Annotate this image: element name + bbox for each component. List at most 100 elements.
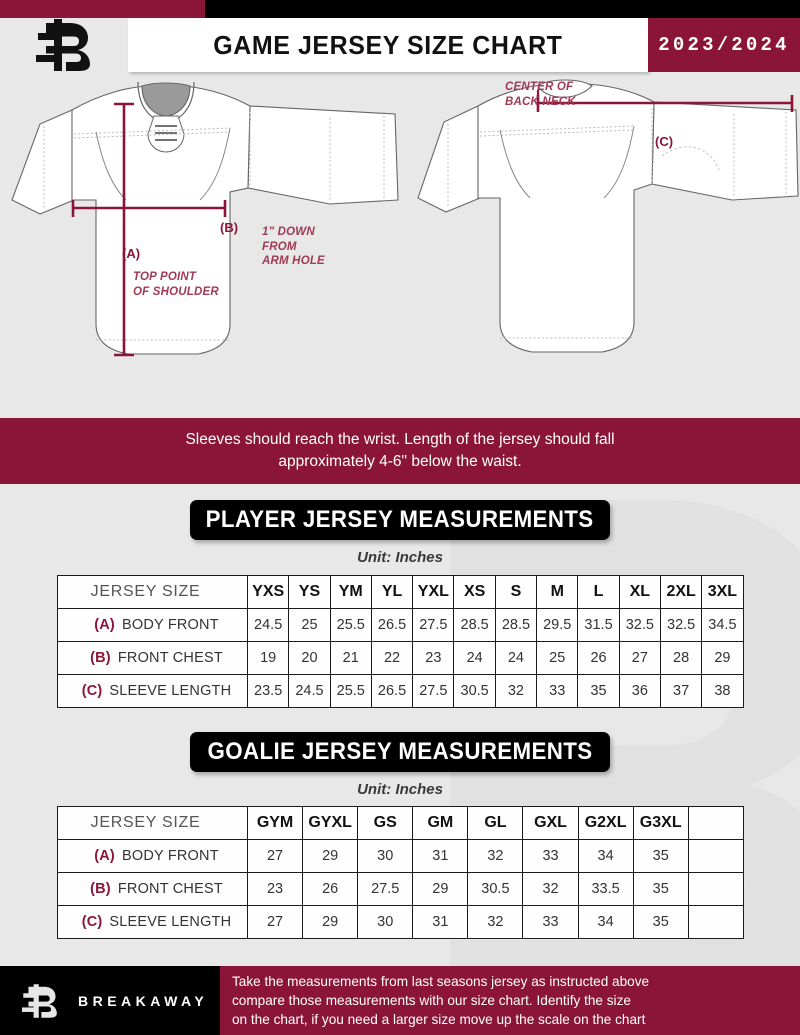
measurement-value-cell: 31 bbox=[412, 839, 469, 873]
measurement-value-cell: 32.5 bbox=[659, 608, 703, 642]
measurement-row-label: (A) BODY FRONT bbox=[57, 608, 248, 642]
measurement-value-cell: 32 bbox=[522, 872, 579, 906]
goalie-section-heading: GOALIE JERSEY MEASUREMENTS bbox=[190, 732, 610, 772]
measurement-value-cell: 32 bbox=[467, 905, 524, 939]
size-column-header-gl: GL bbox=[467, 806, 524, 840]
measurement-value-cell: 29 bbox=[412, 872, 469, 906]
note-line-1: TOP POINT bbox=[133, 271, 197, 283]
measurement-value-cell: 30.5 bbox=[467, 872, 524, 906]
table-row: (A) BODY FRONT 24.5 25 25.5 26.5 27.5 28.5 28.5 2… bbox=[57, 608, 744, 642]
footer-brand: BREAKAWAY bbox=[0, 966, 220, 1035]
measurement-value-cell: 26.5 bbox=[370, 674, 414, 708]
instruction-banner: Sleeves should reach the wrist. Length o… bbox=[0, 418, 800, 484]
measurement-value-cell: 37 bbox=[659, 674, 703, 708]
measurement-value-cell: 19 bbox=[246, 641, 290, 675]
note-top-point-of-shoulder: TOP POINT OF SHOULDER bbox=[133, 270, 219, 299]
measurement-value-cell: 23 bbox=[246, 872, 304, 906]
measurement-value-cell: 35 bbox=[632, 905, 689, 939]
table-row: (B) FRONT CHEST 19 20 21 22 23 24 24 25 26 27 28 29 bbox=[57, 641, 744, 675]
measurement-value-cell: 38 bbox=[701, 674, 744, 708]
measurement-name: BODY FRONT bbox=[121, 617, 219, 633]
goalie-measurements-table-wrap: JERSEY SIZE GYM GYXL GS GM GL GXL G2XL G3XL (A) BO… bbox=[57, 806, 744, 939]
footer-line-2: compare those measurements with our size… bbox=[232, 992, 631, 1008]
player-unit-label: Unit: Inches bbox=[357, 549, 443, 566]
page-title: GAME JERSEY SIZE CHART bbox=[213, 29, 563, 60]
player-section-heading: PLAYER JERSEY MEASUREMENTS bbox=[190, 500, 610, 540]
goalie-measurements-table: JERSEY SIZE GYM GYXL GS GM GL GXL G2XL G3XL (A) BO… bbox=[57, 806, 744, 939]
breakaway-b-logo-icon bbox=[22, 983, 57, 1018]
size-column-header-ym: YM bbox=[329, 575, 372, 609]
measurement-name: SLEEVE LENGTH bbox=[109, 914, 232, 930]
note-line-1: 1" DOWN bbox=[262, 226, 315, 238]
measurement-name: SLEEVE LENGTH bbox=[109, 683, 232, 699]
size-column-header-gym: GYM bbox=[246, 806, 304, 840]
note-center-of-back-neck: CENTER OF BACK NECK bbox=[505, 80, 576, 109]
measurement-tag: (C) bbox=[81, 683, 103, 699]
measurement-value-cell: 34 bbox=[577, 905, 634, 939]
note-line-1: CENTER OF bbox=[505, 81, 574, 93]
measurement-tag: (B) bbox=[90, 881, 111, 897]
measurement-name: FRONT CHEST bbox=[117, 650, 223, 666]
size-column-header-gs: GS bbox=[357, 806, 414, 840]
measurement-value-cell: 35 bbox=[632, 872, 689, 906]
size-column-header-yl: YL bbox=[370, 575, 414, 609]
measurement-value-cell: 26.5 bbox=[370, 608, 414, 642]
measurement-value-cell: 21 bbox=[329, 641, 372, 675]
page-footer: BREAKAWAY Take the measurements from las… bbox=[0, 966, 800, 1035]
measurement-value-cell: 32 bbox=[494, 674, 538, 708]
dimension-label-a: (A) bbox=[122, 246, 141, 261]
note-line-2: OF SHOULDER bbox=[133, 285, 219, 298]
measurement-value-cell: 27 bbox=[246, 905, 304, 939]
measurement-value-cell: 26 bbox=[302, 872, 359, 906]
jersey-diagram-area: (A) TOP POINT OF SHOULDER (B) 1" DOWN FR… bbox=[0, 72, 800, 412]
size-column-header-xl: XL bbox=[618, 575, 661, 609]
measurement-tag: (A) bbox=[94, 848, 115, 864]
footer-line-1: Take the measurements from last seasons … bbox=[232, 973, 650, 989]
size-column-header-ys: YS bbox=[288, 575, 331, 609]
measurement-value-cell: 22 bbox=[370, 641, 414, 675]
measurement-value-cell: 35 bbox=[577, 674, 620, 708]
note-line-3: ARM HOLE bbox=[262, 255, 325, 268]
page-header: GAME JERSEY SIZE CHART 2023/2024 bbox=[0, 18, 800, 72]
header-logo bbox=[22, 18, 112, 72]
top-bar-maroon-segment bbox=[0, 0, 205, 18]
measurement-value-cell: 31 bbox=[412, 905, 469, 939]
measurement-value-cell: 35 bbox=[632, 839, 689, 873]
measurement-value-cell: 29 bbox=[701, 641, 744, 675]
goalie-unit-label: Unit: Inches bbox=[357, 781, 443, 798]
note-line-2: FROM bbox=[262, 240, 297, 253]
note-one-inch-down-from-arm-hole: 1" DOWN FROM ARM HOLE bbox=[262, 225, 325, 269]
player-heading-text: PLAYER JERSEY MEASUREMENTS bbox=[206, 506, 594, 533]
measurement-value-cell: 25 bbox=[536, 641, 579, 675]
measurement-value-cell: 23.5 bbox=[246, 674, 290, 708]
measurement-value-cell: 27 bbox=[246, 839, 304, 873]
measurement-value-cell: 27.5 bbox=[357, 872, 414, 906]
measurement-value-cell: 28 bbox=[659, 641, 703, 675]
goalie-heading-text: GOALIE JERSEY MEASUREMENTS bbox=[207, 738, 593, 765]
measurement-value-cell bbox=[687, 905, 744, 939]
measurement-value-cell: 33 bbox=[522, 905, 579, 939]
size-column-header-empty bbox=[687, 806, 744, 840]
season-year: 2023/2024 bbox=[658, 34, 790, 56]
size-column-header-2xl: 2XL bbox=[659, 575, 703, 609]
player-measurements-table: JERSEY SIZE YXS YS YM YL YXL XS S M L XL 2XL 3XL (A) B… bbox=[57, 575, 744, 708]
header-title-container: GAME JERSEY SIZE CHART bbox=[128, 18, 648, 72]
note-line-2: BACK NECK bbox=[505, 95, 576, 108]
size-column-header-g3xl: G3XL bbox=[632, 806, 689, 840]
measurement-tag: (B) bbox=[90, 650, 111, 666]
measurement-row-label: (A) BODY FRONT bbox=[57, 839, 248, 873]
top-accent-bar bbox=[0, 0, 800, 18]
banner-line-1: Sleeves should reach the wrist. Length o… bbox=[185, 431, 615, 448]
measurement-value-cell: 25 bbox=[288, 608, 331, 642]
size-column-header-yxs: YXS bbox=[246, 575, 290, 609]
back-jersey-illustration bbox=[417, 79, 799, 353]
measurement-value-cell: 30 bbox=[357, 839, 414, 873]
measurement-value-cell: 27.5 bbox=[412, 674, 455, 708]
measurement-row-label: (B) FRONT CHEST bbox=[57, 872, 248, 906]
measurement-value-cell: 28.5 bbox=[494, 608, 538, 642]
jersey-size-header-label: JERSEY SIZE bbox=[57, 575, 248, 609]
measurement-name: BODY FRONT bbox=[121, 848, 219, 864]
measurement-name: FRONT CHEST bbox=[117, 881, 223, 897]
header-year-badge: 2023/2024 bbox=[648, 18, 800, 72]
